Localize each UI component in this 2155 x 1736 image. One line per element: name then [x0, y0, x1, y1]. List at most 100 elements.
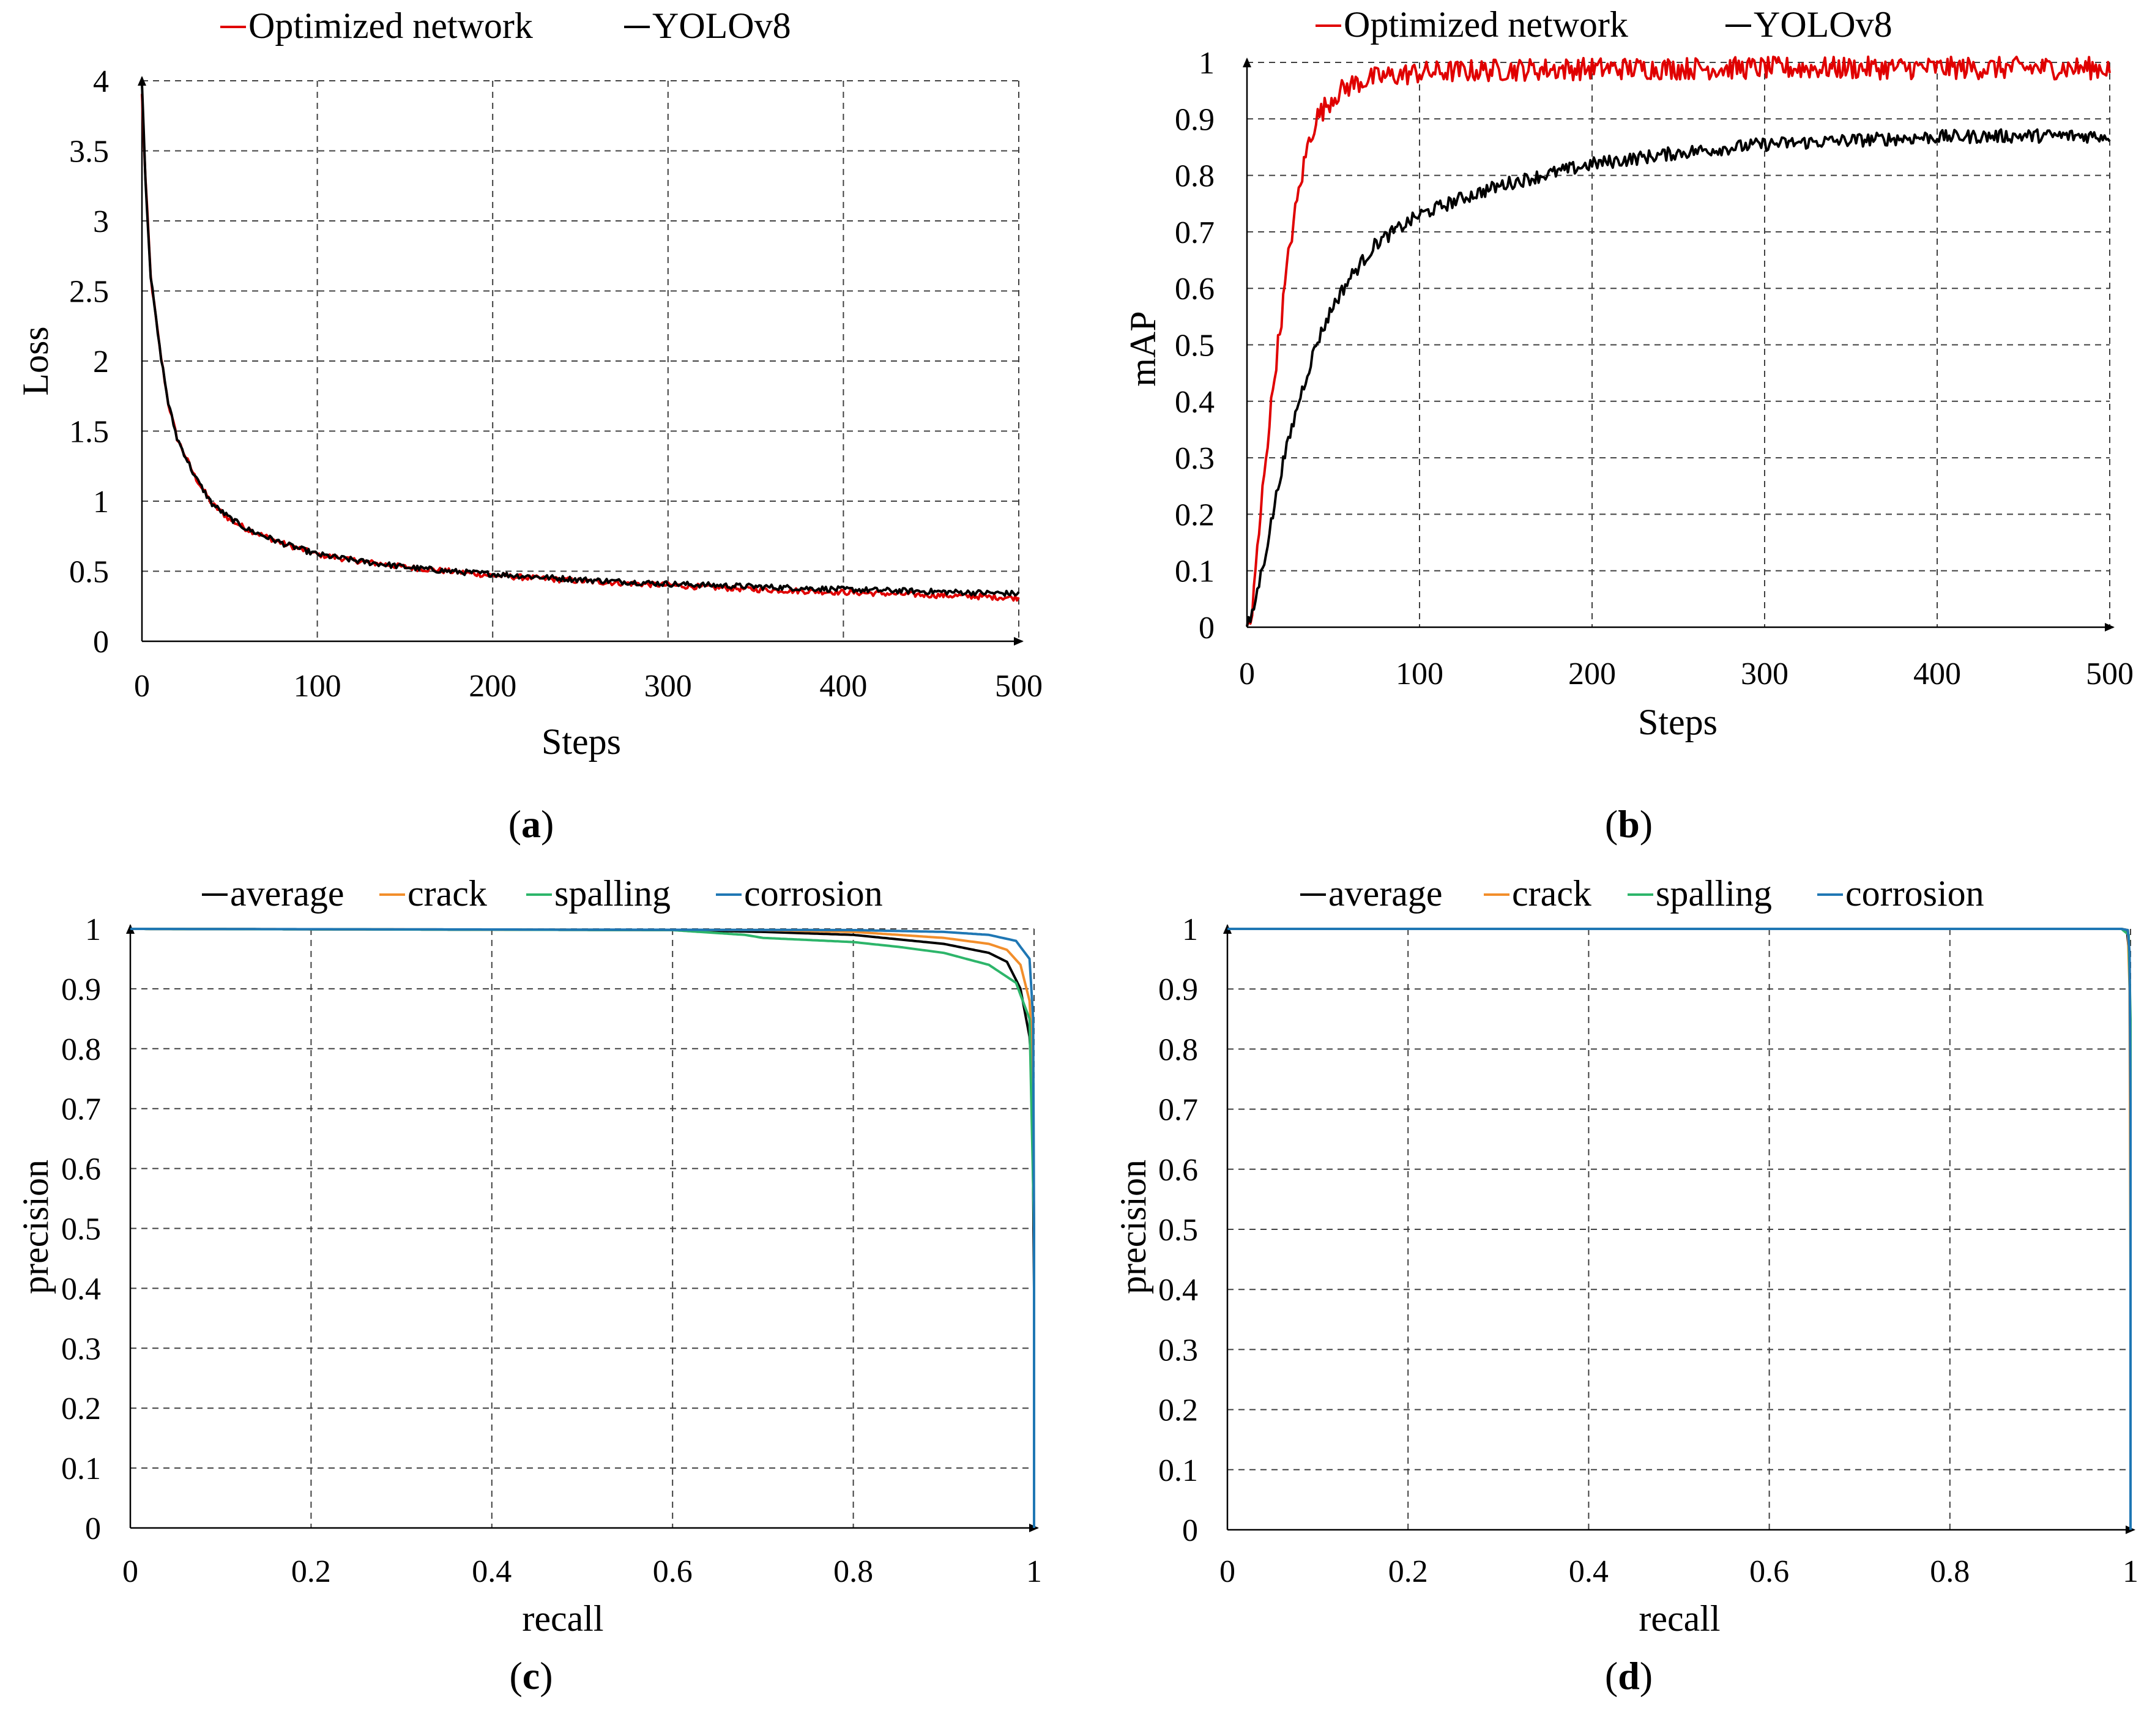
- panel-label: (d): [1605, 1654, 1653, 1697]
- panel-label: (a): [508, 802, 554, 846]
- x-tick-label: 300: [644, 669, 692, 704]
- y-tick-label: 2.5: [69, 275, 109, 310]
- x-tick-label: 400: [1913, 657, 1961, 691]
- y-tick-label: 0.8: [1158, 1032, 1198, 1067]
- y-tick-label: 1: [93, 485, 109, 520]
- x-tick-label: 0.2: [1388, 1554, 1428, 1589]
- legend-label: corrosion: [744, 873, 883, 914]
- y-tick-label: 0.2: [1158, 1393, 1198, 1428]
- x-tick-label: 0: [122, 1554, 138, 1589]
- y-tick-label: 0.7: [61, 1092, 101, 1127]
- x-axis-title: Steps: [542, 721, 621, 762]
- y-tick-label: 0.1: [61, 1451, 101, 1486]
- y-tick-label: 0.4: [1158, 1273, 1198, 1308]
- x-tick-label: 1: [1026, 1554, 1042, 1589]
- y-tick-label: 0.6: [1175, 272, 1215, 307]
- y-tick-label: 2: [93, 345, 109, 379]
- x-tick-label: 0.4: [472, 1554, 512, 1589]
- y-tick-label: 1.5: [69, 415, 109, 450]
- x-tick-label: 0.8: [1930, 1554, 1970, 1589]
- legend-label: corrosion: [1845, 873, 1984, 914]
- panel-label-open-paren: (: [1605, 802, 1618, 846]
- panel-label-open-paren: (: [1605, 1654, 1618, 1697]
- x-tick-label: 0: [134, 669, 150, 704]
- panel-label-open-paren: (: [508, 802, 521, 846]
- x-tick-label: 0.2: [291, 1554, 331, 1589]
- panel-label-close-paren: ): [540, 1654, 553, 1697]
- y-axis-arrow: [138, 76, 146, 86]
- y-axis-title: precision: [1113, 1160, 1153, 1294]
- y-tick-label: 0.3: [1158, 1333, 1198, 1368]
- y-tick-label: 3: [93, 204, 109, 239]
- y-tick-label: 0.1: [1158, 1453, 1198, 1488]
- x-tick-label: 0: [1239, 657, 1255, 691]
- x-tick-label: 0.8: [833, 1554, 873, 1589]
- x-tick-label: 500: [995, 669, 1043, 704]
- legend-label: average: [230, 873, 344, 914]
- panel-label-open-paren: (: [509, 1654, 522, 1697]
- y-tick-label: 0.4: [1175, 385, 1215, 420]
- y-tick-label: 0: [93, 625, 109, 660]
- x-axis-arrow: [1014, 637, 1024, 646]
- y-axis-arrow: [1243, 58, 1251, 67]
- panel-label: (b): [1605, 802, 1653, 846]
- legend-label: YOLOv8: [652, 6, 791, 46]
- y-tick-label: 4: [93, 64, 109, 99]
- x-tick-label: 200: [469, 669, 516, 704]
- series-line-optimized-network: [141, 94, 1020, 602]
- y-tick-label: 0.9: [1158, 972, 1198, 1007]
- y-tick-label: 0.8: [61, 1032, 101, 1067]
- y-tick-label: 1: [85, 912, 101, 947]
- legend-label: YOLOv8: [1754, 4, 1893, 45]
- series-line-corrosion: [1227, 928, 2132, 1530]
- legend-label: Optimized network: [1344, 4, 1628, 45]
- y-tick-label: 0.1: [1175, 554, 1215, 589]
- y-tick-label: 0: [1182, 1513, 1198, 1548]
- y-tick-label: 1: [1199, 46, 1215, 81]
- x-tick-label: 0.4: [1569, 1554, 1609, 1589]
- y-tick-label: 0.3: [1175, 441, 1215, 476]
- panel-label-close-paren: ): [541, 802, 554, 846]
- y-tick-label: 0.4: [61, 1272, 101, 1306]
- y-tick-label: 0: [85, 1511, 101, 1546]
- y-tick-label: 0.9: [61, 972, 101, 1007]
- x-axis-title: recall: [522, 1598, 603, 1639]
- x-tick-label: 300: [1741, 657, 1788, 691]
- y-axis-title: precision: [15, 1160, 56, 1294]
- x-tick-label: 0.6: [653, 1554, 693, 1589]
- panel-a: 0 100 200 300 400 500 0 0.5 1 1.5 2 2.5 3 3.5 4 Steps Lo…: [15, 6, 1043, 846]
- x-tick-label: 100: [1396, 657, 1443, 691]
- panel-b: 0 100 200 300 400 500 0 0.1 0.2 0.3 0.4 0.5 0.6 0.7 0.…: [1123, 4, 2134, 846]
- y-tick-label: 3.5: [69, 135, 109, 170]
- panel-label-letter: a: [521, 802, 541, 846]
- x-tick-label: 100: [294, 669, 341, 704]
- y-tick-label: 0.5: [1175, 329, 1215, 363]
- x-axis-title: recall: [1639, 1598, 1720, 1639]
- y-tick-label: 0.7: [1158, 1093, 1198, 1128]
- y-axis-title: Loss: [15, 326, 56, 395]
- panel-label-letter: b: [1618, 802, 1640, 846]
- legend-label: crack: [1512, 873, 1591, 914]
- panel-label-letter: d: [1618, 1654, 1640, 1697]
- x-tick-label: 1: [2123, 1554, 2138, 1589]
- y-tick-label: 0.2: [1175, 497, 1215, 532]
- x-tick-label: 400: [819, 669, 867, 704]
- series-line-yolov8: [1246, 128, 2111, 627]
- y-tick-label: 0.6: [1158, 1153, 1198, 1188]
- y-tick-label: 1: [1182, 912, 1198, 947]
- legend-label: spalling: [554, 873, 671, 914]
- x-tick-label: 0: [1219, 1554, 1235, 1589]
- panel-label-close-paren: ): [1640, 802, 1653, 846]
- y-tick-label: 0.8: [1175, 159, 1215, 194]
- y-tick-label: 0.9: [1175, 102, 1215, 137]
- y-tick-label: 0: [1199, 611, 1215, 646]
- y-tick-label: 0.5: [1158, 1213, 1198, 1248]
- x-tick-label: 0.6: [1749, 1554, 1789, 1589]
- series-line-yolov8: [141, 83, 1020, 597]
- y-tick-label: 0.7: [1175, 215, 1215, 250]
- x-tick-label: 500: [2086, 657, 2134, 691]
- legend-label: spalling: [1656, 873, 1772, 914]
- y-tick-label: 0.2: [61, 1391, 101, 1426]
- legend-label: crack: [408, 873, 487, 914]
